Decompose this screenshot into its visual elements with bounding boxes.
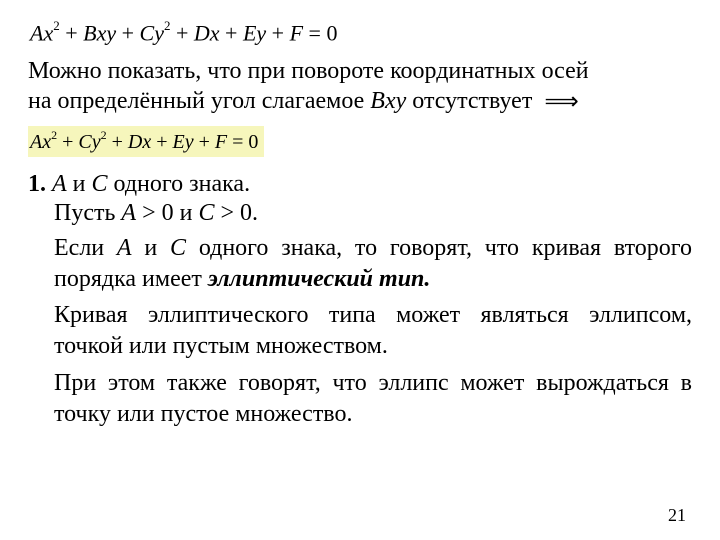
p1-C: C — [170, 235, 186, 261]
assume-C: C — [198, 200, 214, 226]
case1-paragraph-3: При этом также говорят, что эллипс может… — [54, 368, 692, 429]
page: Ax2 + Bxy + Cy2 + Dx + Ey + F = 0 Можно … — [0, 0, 720, 429]
assume-gt0a: > 0 и — [136, 200, 198, 226]
case1-tail: одного знака. — [108, 171, 251, 197]
rotation-paragraph: Можно показать, что при повороте координ… — [28, 56, 692, 116]
rotation-line2-pre: на определённый угол слагаемое — [28, 88, 370, 114]
case1-assumption: Пусть A > 0 и C > 0. — [54, 200, 692, 227]
assume-pre: Пусть — [54, 200, 121, 226]
page-number: 21 — [668, 505, 686, 526]
bxy-term: Bxy — [370, 88, 406, 114]
case1-A: A — [52, 171, 67, 197]
equation-reduced-highlight: Ax2 + Cy2 + Dx + Ey + F = 0 — [28, 126, 264, 157]
equation-reduced-conic: Ax2 + Cy2 + Dx + Ey + F = 0 — [30, 131, 258, 153]
implies-arrow-icon: ⟹ — [544, 89, 577, 115]
equation-general-conic: Ax2 + Bxy + Cy2 + Dx + Ey + F = 0 — [30, 20, 692, 46]
assume-A: A — [121, 200, 136, 226]
case1-mid: и — [67, 171, 92, 197]
assume-gt0b: > 0. — [215, 200, 259, 226]
p1-mid: и — [132, 235, 170, 261]
case1-C: C — [92, 171, 108, 197]
elliptic-type-term: эллиптический тип. — [208, 266, 431, 292]
p1-pre: Если — [54, 235, 117, 261]
p1-A: A — [117, 235, 132, 261]
rotation-line1: Можно показать, что при повороте координ… — [28, 58, 589, 84]
case1-heading: 1. A и C одного знака. — [28, 171, 692, 198]
case1-paragraph-1: Если A и C одного знака, то говорят, что… — [54, 233, 692, 294]
case1-number: 1. — [28, 171, 46, 197]
rotation-line2-post: отсутствует — [406, 88, 538, 114]
case1-paragraph-2: Кривая эллиптического типа может являтьс… — [54, 300, 692, 361]
